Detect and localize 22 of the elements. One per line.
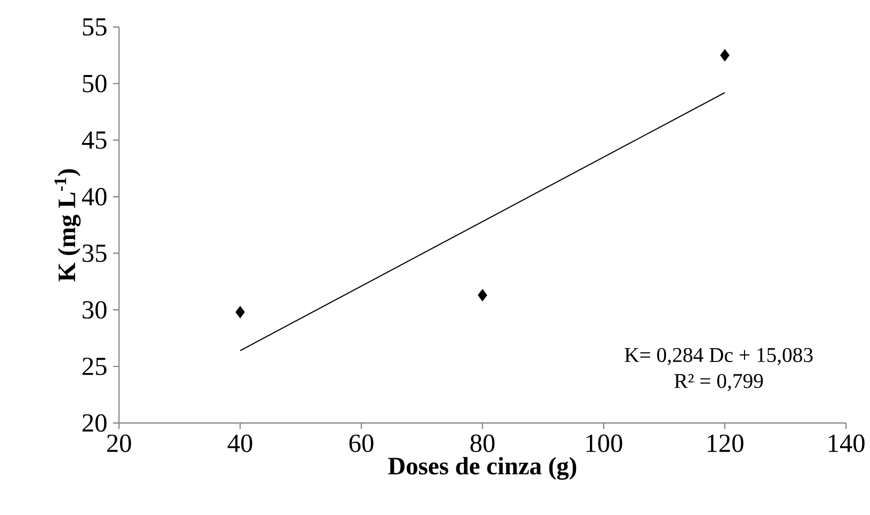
x-tick-label: 40	[228, 434, 252, 452]
y-tick-label: 30	[82, 301, 106, 319]
y-tick-label: 45	[82, 131, 106, 149]
x-axis-title: Doses de cinza (g)	[388, 456, 576, 480]
y-tick-label: 40	[82, 188, 106, 206]
text: K (mg L$^{-1}$)	[54, 169, 81, 282]
y-tick-label: 55	[82, 18, 106, 36]
y-tick-label: 50	[82, 74, 106, 92]
y-tick-label: 35	[82, 244, 106, 262]
annotation: R² = 0,799	[674, 374, 763, 392]
x-tick-label: 60	[349, 434, 374, 452]
y-tick-label: 20	[82, 414, 106, 432]
x-tick-label: 20	[107, 434, 132, 452]
x-tick-label: 140	[828, 434, 865, 452]
x-tick-label: 100	[586, 434, 622, 452]
x-tick-label: 120	[708, 434, 744, 452]
annotation: K= 0,284 Dc + 15,083	[624, 348, 813, 366]
point	[720, 49, 730, 62]
point	[478, 288, 488, 302]
y-tick-label: 25	[82, 358, 106, 376]
x-tick-label: 80	[470, 434, 495, 452]
point	[235, 306, 245, 318]
